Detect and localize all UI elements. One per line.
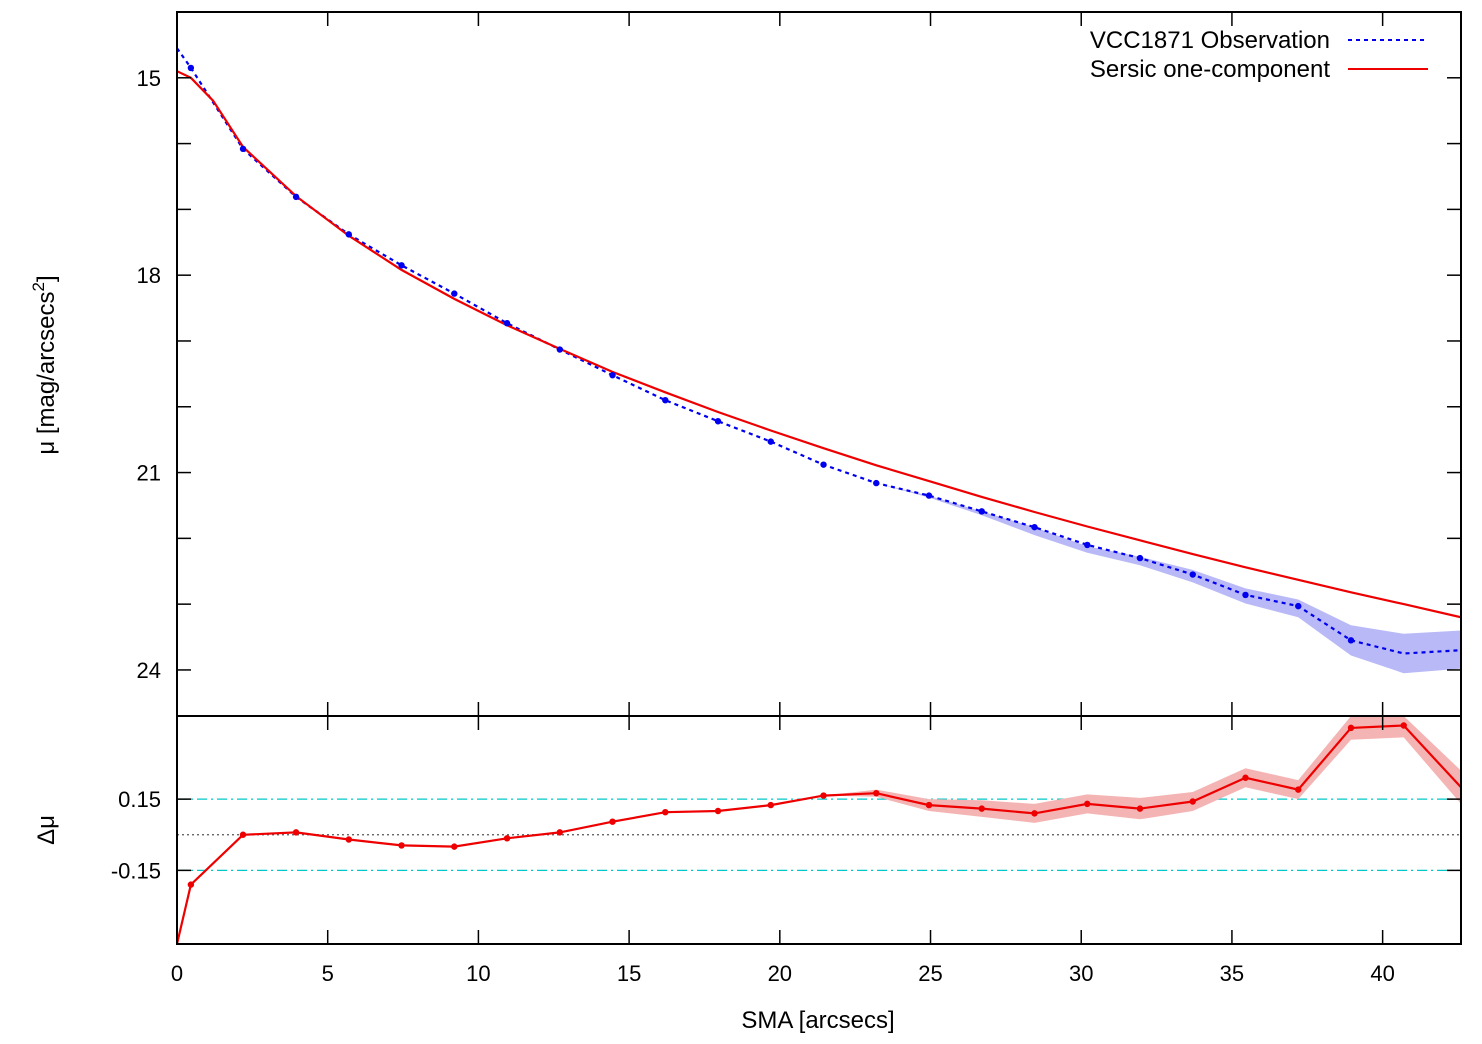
residual-point	[398, 842, 405, 849]
observation-point	[820, 461, 827, 468]
residual-error-band	[177, 716, 1461, 944]
x-tick-label: 35	[1220, 961, 1244, 986]
sersic-line	[177, 70, 1461, 619]
observation-point	[873, 479, 880, 487]
x-tick-label: 10	[466, 961, 490, 986]
observation-point	[398, 262, 405, 269]
top-y-tick-label: 15	[137, 66, 161, 91]
observation-point	[1031, 523, 1038, 531]
observation-point	[1347, 637, 1355, 644]
residual-point	[1084, 800, 1091, 808]
residual-point	[451, 843, 458, 850]
observation-point	[1295, 602, 1302, 610]
bottom-y-axis-title: Δμ	[33, 815, 60, 845]
observation-point	[1084, 541, 1091, 549]
bottom-plot-area	[177, 716, 1461, 944]
observation-point	[1189, 571, 1196, 578]
residual-point	[1242, 774, 1249, 781]
residual-point	[556, 829, 563, 836]
observation-point	[503, 320, 511, 327]
x-tick-label: 5	[322, 961, 334, 986]
x-tick-label: 30	[1069, 961, 1093, 986]
observation-error-band	[177, 48, 1461, 674]
residual-point	[820, 792, 827, 799]
residual-point	[609, 818, 616, 825]
observation-line	[177, 47, 1461, 655]
legend-label-observation: VCC1871 Observation	[1090, 27, 1330, 54]
observation-point	[292, 193, 300, 201]
residual-point	[662, 808, 669, 816]
top-y-tick-label: 21	[137, 461, 161, 486]
residual-point	[503, 835, 511, 842]
legend-label-sersic: Sersic one-component	[1090, 56, 1330, 83]
bottom-y-tick-label: 0.15	[118, 787, 161, 812]
residual-point	[1031, 810, 1038, 817]
residual-point	[767, 801, 774, 809]
residual-point	[292, 829, 300, 836]
residual-line	[177, 724, 1461, 944]
residual-point	[1400, 722, 1407, 729]
residual-point	[714, 807, 722, 815]
observation-point	[345, 231, 353, 238]
residual-point	[1295, 786, 1302, 793]
observation-point	[1242, 591, 1249, 599]
top-y-tick-label: 24	[137, 658, 161, 683]
observation-point	[239, 145, 247, 153]
top-plot-area	[177, 47, 1461, 674]
residual-point	[873, 789, 880, 797]
observation-point	[451, 290, 458, 297]
x-axis-title: SMA [arcsecs]	[741, 1007, 894, 1034]
observation-point	[767, 438, 774, 445]
x-tick-label: 20	[768, 961, 792, 986]
x-tick-label: 25	[918, 961, 942, 986]
observation-point	[187, 64, 195, 72]
observation-point	[556, 346, 563, 353]
observation-point	[609, 371, 616, 379]
bottom-frame	[176, 715, 1462, 945]
residual-point	[239, 831, 247, 838]
x-tick-label: 40	[1370, 961, 1394, 986]
top-panel: 15 18 21 24	[137, 11, 1462, 717]
residual-point	[1136, 805, 1144, 812]
top-y-axis-title: μ [mag/arcsecs2]	[29, 275, 60, 454]
residual-point	[345, 836, 353, 843]
observation-point	[714, 418, 722, 425]
bottom-panel: 0.15 -0.15 0 5 10 15 20 25 30 35 40	[111, 715, 1462, 986]
residual-point	[1347, 724, 1355, 732]
observation-point	[1136, 554, 1144, 562]
residual-point	[187, 881, 195, 888]
top-frame	[176, 11, 1462, 717]
x-tick-label: 15	[617, 961, 641, 986]
observation-point	[978, 508, 985, 515]
bottom-y-tick-label: -0.15	[111, 858, 161, 883]
residual-point	[925, 801, 933, 809]
top-y-tick-label: 18	[137, 263, 161, 288]
observation-point	[925, 492, 933, 499]
residual-point	[978, 805, 985, 812]
observation-point	[662, 396, 669, 404]
residual-point	[1189, 798, 1196, 805]
x-tick-label: 0	[171, 961, 183, 986]
legend: VCC1871 Observation Sersic one-component	[1090, 27, 1428, 83]
